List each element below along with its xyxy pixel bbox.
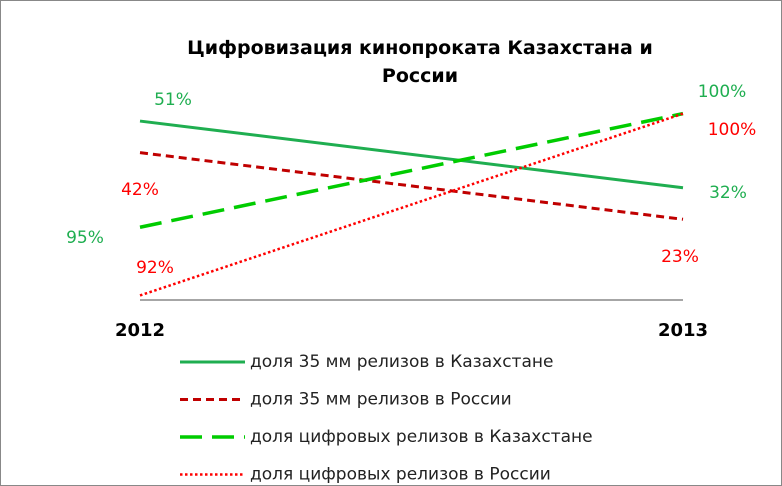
series-line xyxy=(139,119,684,190)
legend-label: доля цифровых релизов в России xyxy=(250,465,551,485)
data-label: 51% xyxy=(154,90,192,110)
data-label: 100% xyxy=(698,82,747,102)
data-label: 42% xyxy=(121,180,159,200)
series-line xyxy=(139,112,684,297)
x-tick-label: 2013 xyxy=(658,320,708,341)
legend-label: доля цифровых релизов в Казахстане xyxy=(250,427,593,447)
legend-label: доля 35 мм релизов в Казахстане xyxy=(250,352,553,372)
x-tick-label: 2012 xyxy=(115,320,165,341)
chart-title: Цифровизация кинопроката Казахстана и Рос… xyxy=(187,37,653,87)
data-label: 92% xyxy=(136,258,174,278)
series-line xyxy=(139,151,684,221)
series-line xyxy=(139,111,684,229)
data-label: 32% xyxy=(709,183,747,203)
legend-label: доля 35 мм релизов в России xyxy=(250,390,512,410)
data-label: 23% xyxy=(661,247,699,267)
data-label: 100% xyxy=(708,120,757,140)
data-label: 95% xyxy=(66,228,104,248)
